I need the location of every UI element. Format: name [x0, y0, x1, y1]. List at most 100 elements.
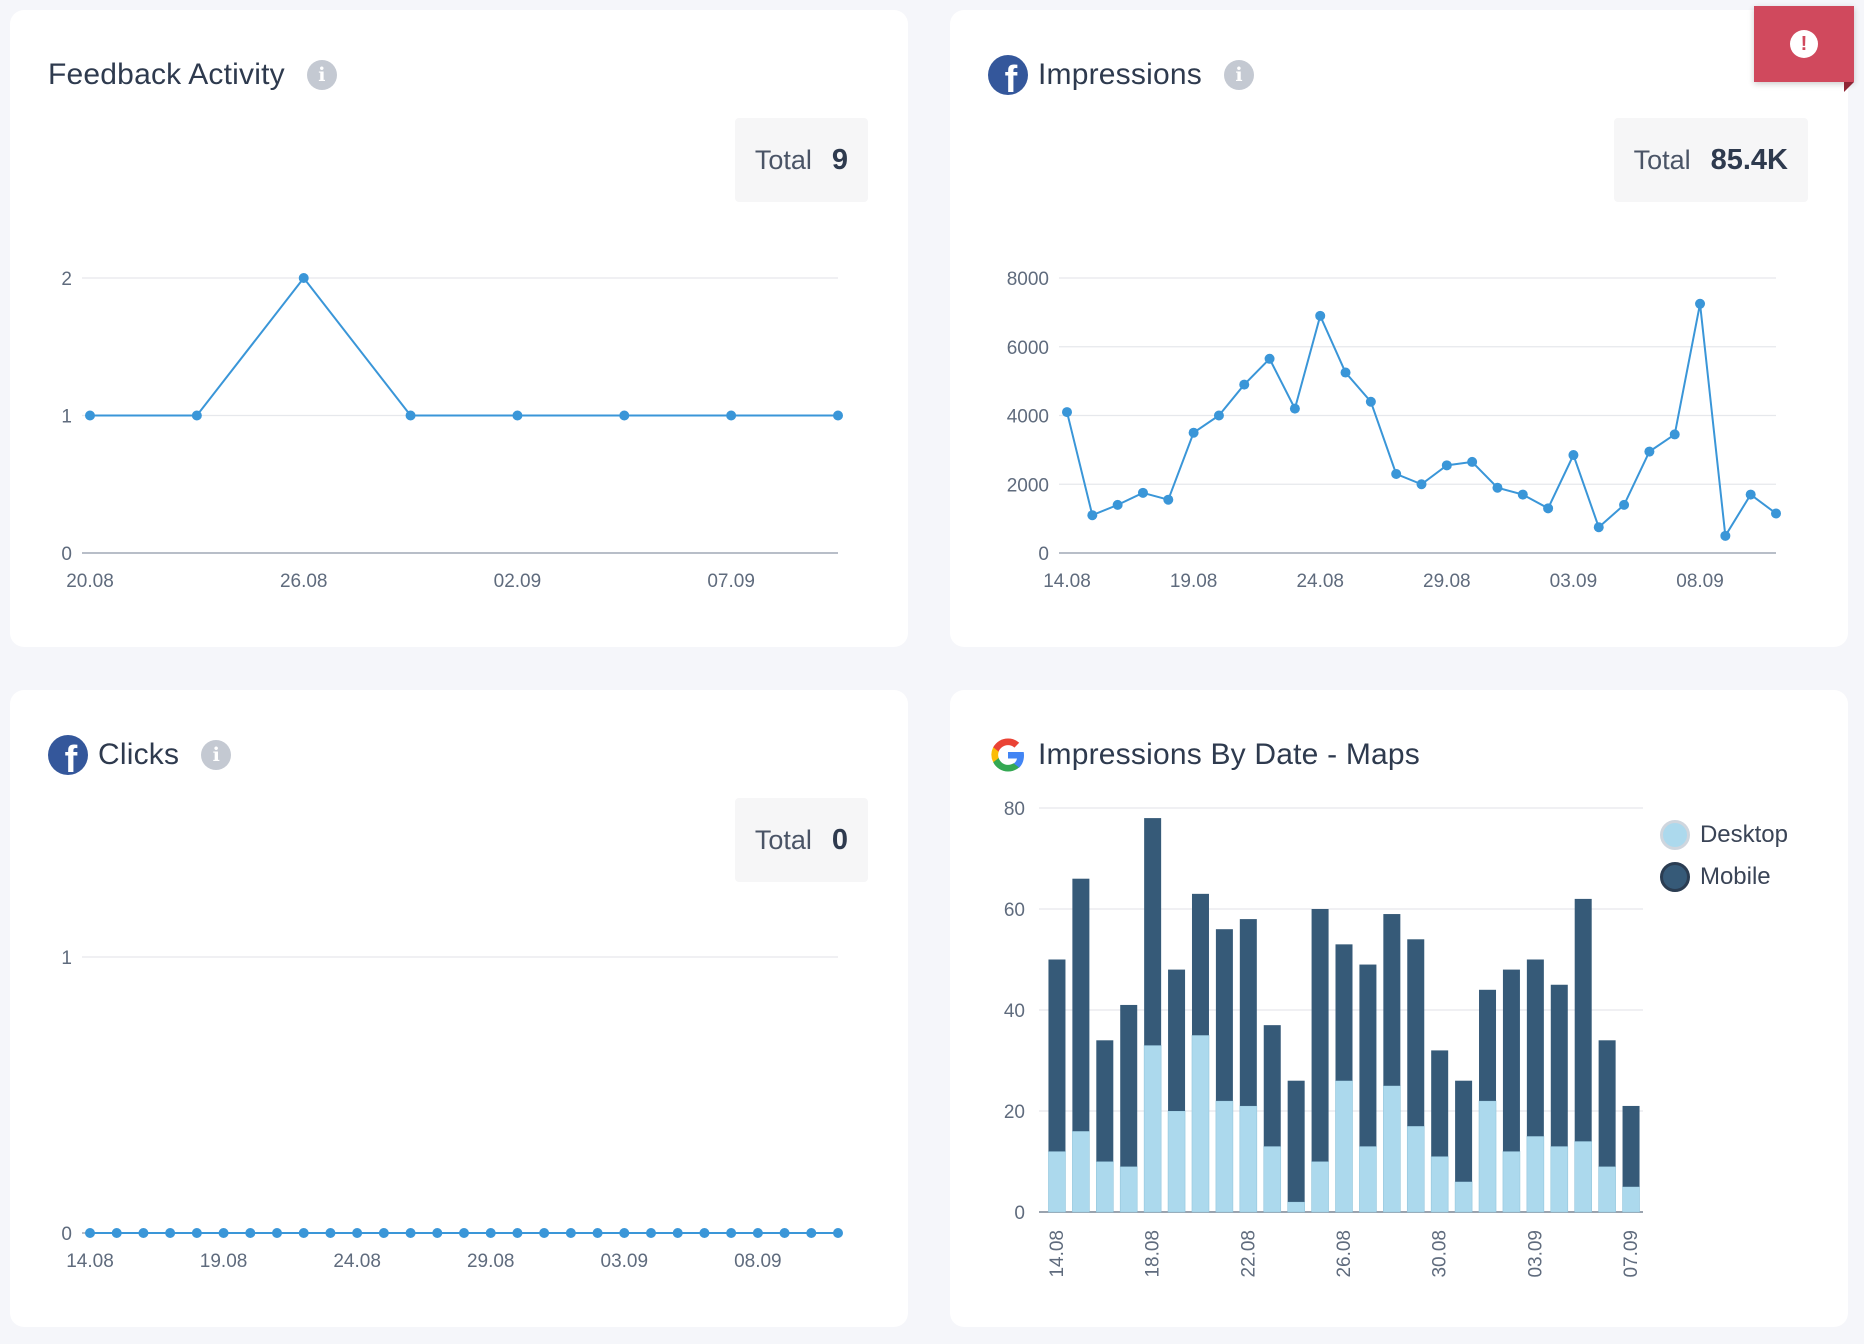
- data-point[interactable]: [405, 1228, 416, 1238]
- data-point[interactable]: [539, 1228, 550, 1238]
- data-point[interactable]: [245, 1228, 256, 1238]
- bar-mobile[interactable]: [1407, 939, 1425, 1127]
- data-point[interactable]: [485, 1228, 496, 1238]
- bar-desktop[interactable]: [1263, 1146, 1282, 1213]
- bar-desktop[interactable]: [1072, 1130, 1090, 1213]
- data-point[interactable]: [512, 1228, 523, 1238]
- legend-item-mobile[interactable]: Mobile: [1659, 862, 1788, 892]
- data-point[interactable]: [1492, 482, 1503, 493]
- bar-desktop[interactable]: [1502, 1151, 1521, 1213]
- bar-desktop[interactable]: [1406, 1125, 1425, 1213]
- data-point[interactable]: [405, 410, 416, 421]
- bar-desktop[interactable]: [1239, 1105, 1258, 1213]
- data-point[interactable]: [1264, 353, 1275, 364]
- data-point[interactable]: [298, 1228, 309, 1238]
- data-point[interactable]: [378, 1228, 389, 1238]
- data-point[interactable]: [111, 1228, 122, 1238]
- bar-mobile[interactable]: [1191, 893, 1209, 1036]
- bar-mobile[interactable]: [1598, 1040, 1616, 1167]
- bar-mobile[interactable]: [1287, 1080, 1305, 1202]
- data-point[interactable]: [1543, 503, 1554, 514]
- bar-mobile[interactable]: [1144, 818, 1162, 1046]
- bar-desktop[interactable]: [1454, 1181, 1473, 1213]
- bar-desktop[interactable]: [1215, 1100, 1234, 1213]
- bar-desktop[interactable]: [1311, 1161, 1329, 1213]
- bar-desktop[interactable]: [1191, 1034, 1210, 1213]
- data-point[interactable]: [352, 1228, 363, 1238]
- data-point[interactable]: [1619, 499, 1630, 510]
- data-point[interactable]: [1669, 429, 1680, 440]
- data-point[interactable]: [1365, 396, 1376, 407]
- bar-mobile[interactable]: [1239, 919, 1257, 1106]
- bar-mobile[interactable]: [1263, 1025, 1281, 1147]
- bar-desktop[interactable]: [1550, 1146, 1569, 1213]
- data-point[interactable]: [191, 410, 202, 421]
- bar-desktop[interactable]: [1383, 1085, 1401, 1213]
- data-point[interactable]: [1112, 499, 1123, 510]
- bar-mobile[interactable]: [1096, 1040, 1114, 1162]
- data-point[interactable]: [432, 1228, 443, 1238]
- bar-desktop[interactable]: [1622, 1186, 1640, 1213]
- data-point[interactable]: [1568, 450, 1579, 461]
- data-point[interactable]: [619, 1228, 630, 1238]
- bar-mobile[interactable]: [1455, 1080, 1473, 1182]
- data-point[interactable]: [85, 1228, 95, 1238]
- data-point[interactable]: [191, 1228, 202, 1238]
- bar-desktop[interactable]: [1335, 1080, 1353, 1213]
- alert-badge[interactable]: !: [1754, 6, 1854, 92]
- info-icon[interactable]: i: [201, 740, 232, 770]
- data-point[interactable]: [1695, 298, 1706, 309]
- bar-desktop[interactable]: [1478, 1100, 1497, 1213]
- bar-desktop[interactable]: [1526, 1135, 1545, 1213]
- data-point[interactable]: [459, 1228, 469, 1238]
- bar-mobile[interactable]: [1072, 878, 1090, 1132]
- bar-mobile[interactable]: [1550, 984, 1568, 1147]
- data-point[interactable]: [1289, 403, 1300, 414]
- bar-mobile[interactable]: [1168, 969, 1186, 1111]
- data-point[interactable]: [272, 1228, 282, 1238]
- legend-item-desktop[interactable]: Desktop: [1659, 820, 1788, 850]
- data-point[interactable]: [1517, 489, 1528, 500]
- bar-mobile[interactable]: [1335, 944, 1353, 1081]
- data-point[interactable]: [779, 1228, 790, 1238]
- data-point[interactable]: [1391, 468, 1402, 479]
- data-point[interactable]: [1239, 379, 1250, 390]
- bar-mobile[interactable]: [1383, 914, 1401, 1086]
- bar-desktop[interactable]: [1119, 1166, 1138, 1213]
- data-point[interactable]: [1340, 367, 1351, 378]
- bar-mobile[interactable]: [1502, 969, 1520, 1152]
- bar-mobile[interactable]: [1574, 898, 1592, 1142]
- info-icon[interactable]: i: [306, 60, 337, 90]
- bar-desktop[interactable]: [1430, 1156, 1449, 1213]
- data-point[interactable]: [726, 1228, 737, 1238]
- data-point[interactable]: [752, 1228, 763, 1238]
- data-point[interactable]: [1137, 487, 1148, 498]
- data-point[interactable]: [325, 1228, 336, 1238]
- bar-desktop[interactable]: [1048, 1151, 1066, 1213]
- data-point[interactable]: [85, 410, 95, 421]
- data-point[interactable]: [512, 410, 523, 421]
- bar-desktop[interactable]: [1287, 1201, 1305, 1213]
- data-point[interactable]: [1062, 407, 1072, 418]
- bar-desktop[interactable]: [1096, 1161, 1114, 1213]
- data-point[interactable]: [1163, 494, 1174, 505]
- bar-mobile[interactable]: [1526, 959, 1544, 1137]
- data-point[interactable]: [1745, 489, 1756, 500]
- data-point[interactable]: [298, 273, 309, 283]
- bar-mobile[interactable]: [1048, 959, 1066, 1152]
- bar-desktop[interactable]: [1598, 1166, 1616, 1213]
- info-icon[interactable]: i: [1223, 60, 1254, 90]
- data-point[interactable]: [699, 1228, 710, 1238]
- data-point[interactable]: [833, 410, 843, 421]
- data-point[interactable]: [806, 1228, 817, 1238]
- data-point[interactable]: [726, 410, 737, 421]
- data-point[interactable]: [1213, 410, 1224, 421]
- data-point[interactable]: [646, 1228, 656, 1238]
- data-point[interactable]: [1416, 479, 1427, 490]
- bar-mobile[interactable]: [1215, 929, 1233, 1101]
- data-point[interactable]: [565, 1228, 576, 1238]
- bar-mobile[interactable]: [1120, 1004, 1138, 1167]
- data-point[interactable]: [592, 1228, 603, 1238]
- data-point[interactable]: [1188, 427, 1199, 438]
- data-point[interactable]: [1441, 460, 1452, 471]
